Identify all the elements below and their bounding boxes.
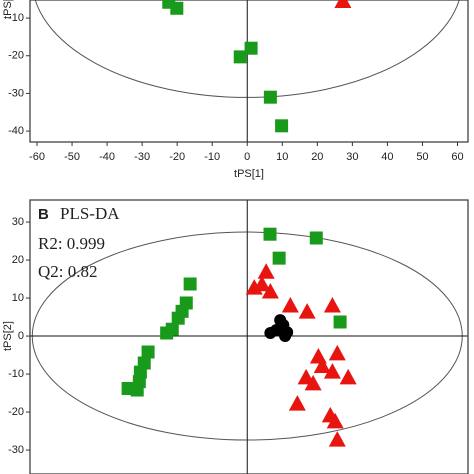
square-point bbox=[141, 345, 155, 359]
x-tick-label: -20 bbox=[169, 151, 185, 163]
x-tick-label: 60 bbox=[451, 151, 463, 163]
square-point bbox=[244, 41, 258, 55]
triangle-point bbox=[328, 431, 346, 447]
x-tick-label: 40 bbox=[381, 151, 393, 163]
y-tick-label: 10 bbox=[12, 292, 24, 304]
triangle-point bbox=[313, 357, 331, 373]
x-tick-label: -40 bbox=[99, 151, 115, 163]
triangle-point bbox=[304, 374, 322, 391]
x-tick-label: 20 bbox=[311, 151, 323, 163]
triangle-point bbox=[323, 297, 341, 313]
triangle-point bbox=[281, 297, 299, 313]
triangle-point bbox=[261, 282, 279, 299]
x-axis-label: tPS[1] bbox=[234, 168, 264, 180]
annotation: Q2: 0.82 bbox=[38, 262, 98, 281]
y-tick-label: 30 bbox=[12, 216, 24, 228]
square-point bbox=[275, 119, 289, 133]
x-tick-label: 50 bbox=[416, 151, 428, 163]
square-point bbox=[170, 1, 184, 15]
panel: 30 20 10 0 -10 -20 -30 tPS[2] B PLS-DA R2: 0.999 Q2… bbox=[2, 199, 469, 474]
square-point bbox=[121, 381, 135, 395]
y-tick-label: -40 bbox=[8, 125, 24, 137]
square-point bbox=[263, 90, 277, 104]
panel: -10 -20 -30 -40 -60 -50 -40 -30 -20 -10 0 10 20 30 40 5… bbox=[2, 0, 469, 180]
square-point bbox=[160, 326, 174, 340]
y-tick-label: -30 bbox=[8, 444, 24, 456]
panel-title: PLS-DA bbox=[60, 204, 120, 223]
circle-point bbox=[281, 326, 294, 339]
y-tick-label: 0 bbox=[18, 330, 24, 342]
annotation: R2: 0.999 bbox=[38, 234, 105, 253]
square-point bbox=[333, 315, 347, 329]
x-tick-label: 30 bbox=[346, 151, 358, 163]
triangle-point bbox=[298, 303, 316, 319]
y-tick-label: 20 bbox=[12, 254, 24, 266]
square-point bbox=[175, 304, 189, 318]
triangle-point bbox=[257, 263, 275, 279]
square-point bbox=[263, 227, 277, 241]
square-point bbox=[233, 50, 247, 64]
y-axis-label: tPS[2] bbox=[2, 321, 14, 351]
plot-frame bbox=[29, 0, 469, 143]
panel-label: B bbox=[38, 206, 49, 223]
y-tick-label: -20 bbox=[8, 50, 24, 62]
triangle-point bbox=[253, 275, 271, 292]
x-tick-label: 0 bbox=[244, 151, 250, 163]
x-tick-label: -30 bbox=[134, 151, 150, 163]
square-point bbox=[309, 231, 323, 245]
y-tick-label: -10 bbox=[8, 368, 24, 380]
x-tick-label: -60 bbox=[29, 151, 45, 163]
circle-point bbox=[274, 314, 287, 327]
triangle-point bbox=[339, 368, 357, 385]
x-tick-label: -10 bbox=[204, 151, 220, 163]
points bbox=[162, 0, 352, 133]
triangle-point bbox=[323, 363, 341, 379]
triangle-point bbox=[334, 0, 352, 9]
triangle-point bbox=[309, 347, 327, 364]
triangle-point bbox=[326, 412, 344, 429]
square-point bbox=[272, 251, 286, 265]
triangle-point bbox=[328, 344, 346, 361]
y-tick-label: -20 bbox=[8, 406, 24, 418]
points bbox=[121, 227, 357, 447]
x-tick-label: 10 bbox=[276, 151, 288, 163]
y-axis-label: tPS[2] bbox=[2, 0, 14, 19]
square-point bbox=[162, 0, 176, 9]
circle-point bbox=[264, 327, 277, 340]
plot-frame bbox=[29, 199, 469, 474]
x-tick-label: -50 bbox=[64, 151, 80, 163]
y-tick-label: -10 bbox=[8, 12, 24, 24]
square-point bbox=[183, 277, 197, 291]
triangle-point bbox=[288, 395, 306, 411]
y-tick-label: -30 bbox=[8, 87, 24, 99]
